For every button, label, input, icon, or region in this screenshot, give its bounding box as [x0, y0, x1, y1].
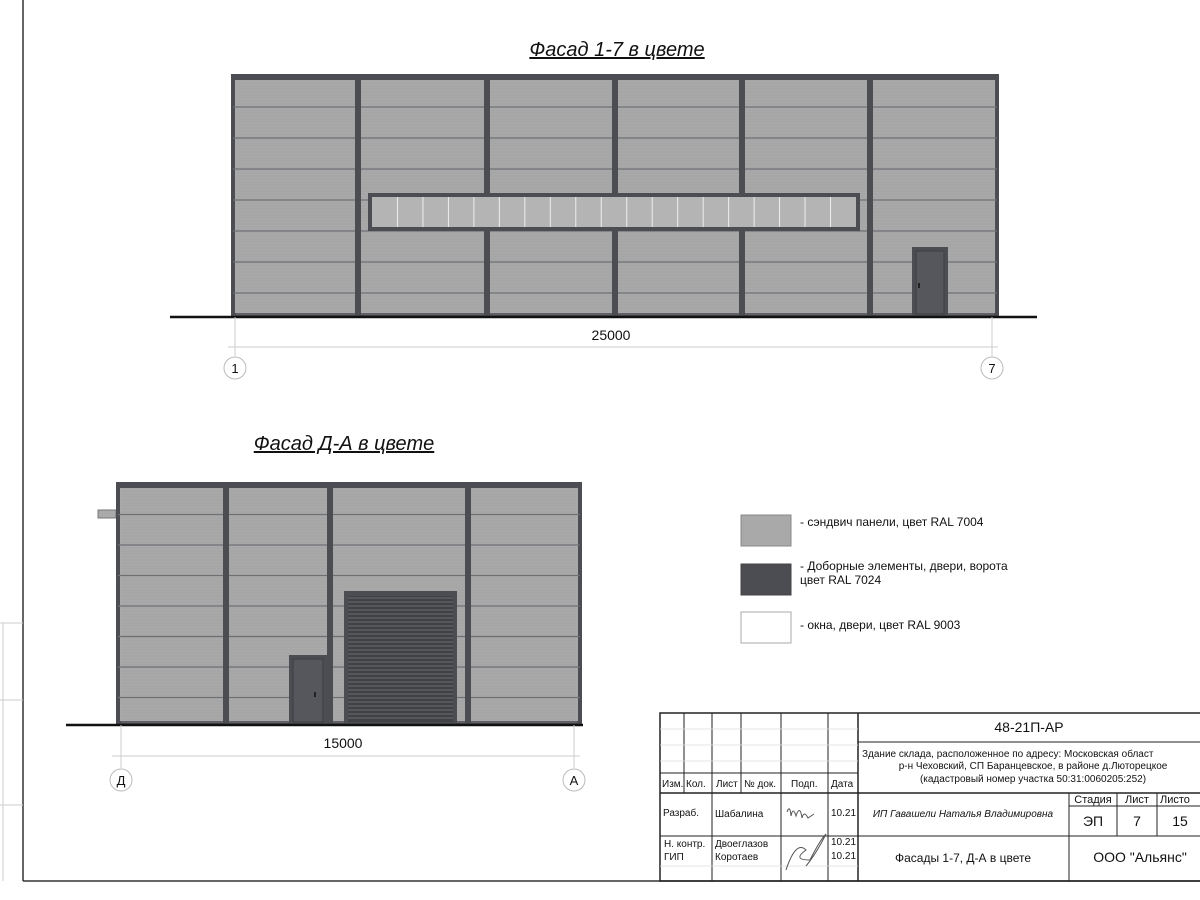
sheet-label: Лист [1125, 794, 1149, 806]
sheets-label: Листо [1160, 794, 1190, 806]
row-date-chief: 10.21 [831, 851, 856, 862]
bracket [97, 509, 117, 519]
axis-marker-7 [980, 356, 1004, 380]
axis-label-7: 7 [988, 361, 995, 376]
title-block-text: 48-21П-АР Здание склада, расположенное п… [662, 719, 1190, 871]
row-name-norm-control: Двоеглазов [715, 839, 768, 850]
axis-marker-1 [223, 356, 247, 380]
column-trim [867, 76, 873, 315]
column-trim [223, 484, 229, 723]
facade-bottom-title: Фасад Д-А в цвете [254, 433, 435, 455]
door [292, 658, 324, 723]
legend-label-trim: - Доборные элементы, двери, ворота [800, 559, 1008, 573]
parapet-trim [116, 482, 582, 488]
axis-marker-d [109, 768, 133, 792]
column-trim [327, 484, 333, 723]
sheet-value: 7 [1133, 813, 1141, 829]
author-name: ИП Гавашели Наталья Владимировна [873, 809, 1054, 820]
facade-top [170, 74, 1037, 356]
header-list: Лист [716, 779, 738, 790]
address-line-2: р-н Чеховский, СП Баранцевское, в районе… [899, 761, 1168, 772]
legend-swatch-windows [740, 611, 792, 644]
binding-margin-table [0, 622, 23, 881]
header-doc: № док. [744, 779, 776, 790]
legend-swatch-trim [740, 563, 792, 596]
axis-label-d: Д [117, 773, 126, 788]
axis-marker-a [562, 768, 586, 792]
sheets-value: 15 [1172, 813, 1188, 829]
legend-label-windows: - окна, двери, цвет RAL 9003 [800, 618, 961, 632]
title-block [659, 712, 1200, 882]
stage-value: ЭП [1083, 813, 1103, 829]
roller-gate [348, 596, 453, 722]
facade-top-dimension: 25000 [592, 327, 631, 343]
facade-top-title: Фасад 1-7 в цвете [529, 39, 704, 61]
row-name-chief: Коротаев [715, 852, 758, 863]
row-role-norm-control: Н. контр. [664, 839, 705, 850]
address-line-1: Здание склада, расположенное по адресу: … [862, 748, 1154, 760]
signature-developer [786, 808, 815, 819]
row-date-developer: 10.21 [831, 808, 856, 819]
row-date-norm-control: 10.21 [831, 837, 856, 848]
header-izm: Изм. [662, 779, 683, 790]
legend-label-trim-color: цвет RAL 7024 [800, 573, 881, 587]
window-band [372, 197, 856, 227]
header-kol: Кол. [686, 779, 706, 790]
axis-label-1: 1 [231, 361, 238, 376]
row-role-developer: Разраб. [663, 807, 699, 819]
project-code: 48-21П-АР [994, 719, 1063, 735]
axis-label-a: А [570, 773, 579, 788]
legend-swatch-sandwich-panel [740, 514, 792, 547]
door [915, 250, 945, 315]
facade-bottom [66, 482, 583, 768]
signature-chief [785, 833, 827, 871]
row-role-chief: ГИП [664, 852, 684, 863]
door-handle [314, 692, 316, 697]
facade-bottom-dimension: 15000 [324, 735, 363, 751]
legend: - сэндвич панели, цвет RAL 7004 - Доборн… [740, 514, 1008, 644]
header-date: Дата [831, 779, 854, 790]
column-trim [465, 484, 471, 723]
legend-label-sandwich-panel: - сэндвич панели, цвет RAL 7004 [800, 515, 984, 529]
sheet-title: Фасады 1-7, Д-А в цвете [895, 851, 1031, 865]
organization: ООО "Альянс" [1093, 849, 1187, 865]
address-line-3: (кадастровый номер участка 50:31:0060205… [920, 774, 1146, 785]
header-sign: Подп. [791, 779, 818, 790]
row-name-developer: Шабалина [715, 808, 764, 820]
column-trim [355, 76, 361, 315]
door-handle [918, 283, 920, 288]
stage-label: Стадия [1074, 794, 1112, 806]
